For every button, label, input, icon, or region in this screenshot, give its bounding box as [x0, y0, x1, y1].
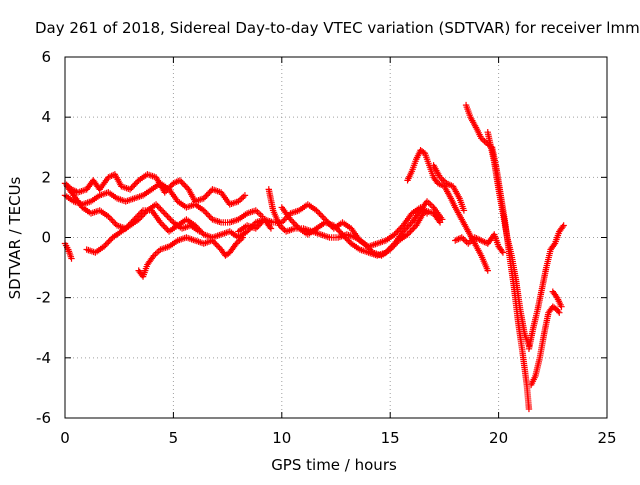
series-arc-9	[278, 198, 446, 259]
x-tick-label: 5	[169, 429, 179, 447]
data-point-markers	[527, 303, 563, 389]
data-point-markers	[462, 101, 533, 413]
y-axis-label: SDTVAR / TECUs	[6, 176, 24, 299]
plot-frame	[64, 56, 608, 419]
series-arc-11	[430, 162, 468, 214]
y-tick-label: -4	[36, 349, 51, 367]
data-point-markers	[135, 234, 246, 280]
data-point-markers	[452, 231, 507, 256]
series-arc-13	[462, 101, 533, 413]
data-point-markers	[430, 162, 468, 214]
data-point-markers	[404, 147, 491, 274]
series-arc-10	[404, 147, 491, 274]
data-point-markers	[484, 129, 533, 349]
y-tick-label: -2	[36, 289, 51, 307]
x-tick-label: 10	[272, 429, 291, 447]
x-tick-label: 15	[381, 429, 400, 447]
y-tick-label: 0	[41, 229, 51, 247]
series-arc-15	[527, 303, 563, 389]
data-points	[61, 101, 567, 413]
series-arc-14	[484, 129, 533, 349]
chart-title: Day 261 of 2018, Sidereal Day-to-day VTE…	[35, 19, 640, 37]
axis-ticks: 0 5 10 15 20 25 -6 -4 -2 0 2 4 6	[36, 48, 617, 447]
x-tick-label: 25	[597, 429, 616, 447]
x-axis-label: GPS time / hours	[271, 456, 397, 474]
y-tick-label: -6	[36, 409, 51, 427]
x-tick-label: 20	[489, 429, 508, 447]
series-arc-12	[452, 231, 507, 256]
series-arc-4	[61, 240, 75, 262]
data-point-markers	[525, 222, 567, 353]
series-arc-5	[83, 201, 203, 256]
series-arc-17	[549, 288, 565, 310]
data-point-markers	[278, 198, 446, 259]
data-point-markers	[549, 288, 565, 310]
y-tick-label: 2	[41, 168, 51, 186]
y-tick-label: 4	[41, 108, 51, 126]
data-point-markers	[83, 201, 203, 256]
data-point-markers	[61, 240, 75, 262]
series-arc-16	[525, 222, 567, 353]
grid	[65, 57, 607, 418]
series-arc-6	[135, 234, 246, 280]
x-tick-label: 0	[60, 429, 70, 447]
y-tick-label: 6	[41, 48, 51, 66]
